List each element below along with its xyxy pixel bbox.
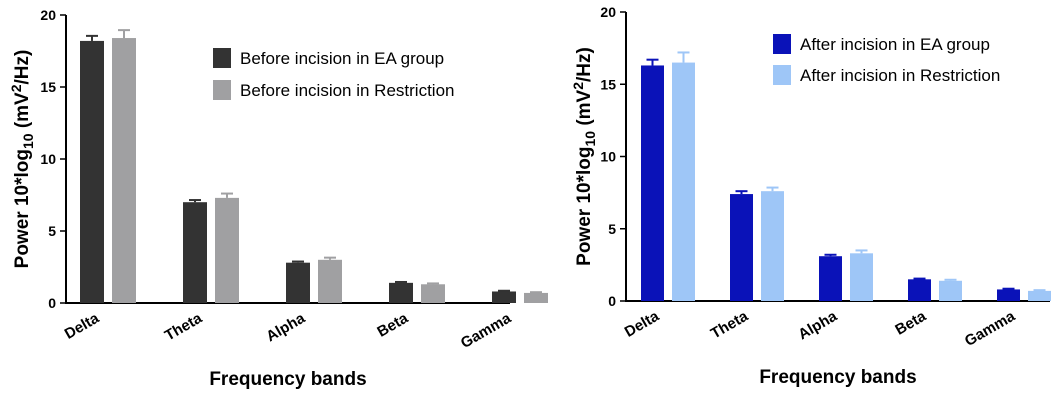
legend-swatch (773, 65, 791, 85)
legend-label: Before incision in EA group (240, 49, 444, 68)
x-tick-label: Theta (162, 309, 206, 344)
legend-label: Before incision in Restriction (240, 81, 454, 100)
x-tick-label: Gamma (458, 309, 515, 352)
bar (761, 191, 784, 301)
y-axis-title: Power 10*log10 (mV2/Hz) (8, 50, 36, 269)
x-axis-title: Frequency bands (209, 369, 366, 390)
bar (730, 194, 753, 301)
bar (672, 62, 695, 302)
bar (389, 282, 413, 303)
x-tick-label: Alpha (263, 309, 308, 345)
bar (524, 292, 548, 303)
legend-label: After incision in EA group (800, 35, 990, 54)
y-tick-label: 10 (600, 149, 616, 165)
bar (641, 65, 664, 301)
x-tick-label: Delta (622, 307, 663, 340)
x-axis-title: Frequency bands (759, 367, 916, 388)
legend: Before incision in EA group Before incisi… (213, 48, 454, 100)
bar (183, 202, 207, 303)
y-tick-label: 15 (600, 76, 616, 92)
x-tick-label: Theta (708, 307, 752, 342)
bar (1028, 290, 1051, 301)
bar (908, 279, 931, 301)
bar (215, 197, 239, 303)
x-tick-label: Alpha (795, 307, 840, 343)
bar (112, 38, 136, 303)
x-tick-label: Gamma (962, 307, 1019, 350)
y-tick-label: 10 (40, 151, 56, 167)
chart-2: 0 5 10 15 20 Delta Theta Alpha Beta Gamma Frequenc… (570, 4, 1051, 388)
y-tick-label: 15 (40, 79, 56, 95)
chart-1: 0 5 10 15 20 Delta Theta Alpha Beta Gamma Frequenc… (8, 7, 548, 390)
y-tick-label: 20 (40, 7, 56, 23)
bar (850, 253, 873, 301)
legend-swatch (213, 48, 231, 68)
bar (939, 280, 962, 301)
bar (492, 291, 516, 303)
y-axis-title: Power 10*log10 (mV2/Hz) (570, 47, 598, 266)
x-tick-label: Beta (374, 309, 411, 340)
y-tick-label: 0 (48, 295, 56, 311)
bar (80, 40, 104, 304)
legend: After incision in EA group After incision… (773, 34, 1000, 85)
bar (286, 262, 310, 303)
bar (997, 289, 1020, 301)
x-tick-label: Delta (62, 309, 103, 342)
y-tick-label: 0 (608, 293, 616, 309)
bar (421, 284, 445, 303)
legend-swatch (773, 34, 791, 54)
y-tick-label: 5 (608, 221, 616, 237)
legend-swatch (213, 80, 231, 100)
y-tick-label: 20 (600, 4, 616, 20)
x-tick-label: Beta (892, 307, 929, 338)
legend-label: After incision in Restriction (800, 66, 1000, 85)
bar (318, 259, 342, 303)
y-tick-label: 5 (48, 223, 56, 239)
bar (819, 256, 842, 301)
